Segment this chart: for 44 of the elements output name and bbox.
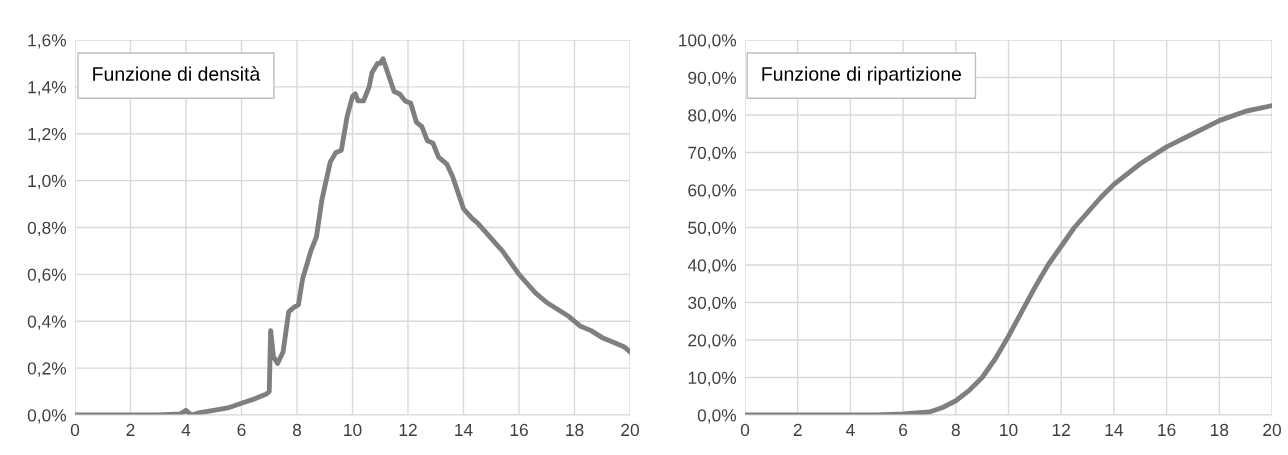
- x-tick-label: 10: [1000, 423, 1018, 437]
- x-tick-label: 16: [1158, 423, 1176, 437]
- x-tick-label: 4: [845, 423, 855, 436]
- x-tick-label: 2: [126, 423, 135, 436]
- x-tick-label: 20: [1263, 423, 1281, 437]
- y-tick-label: 60,0%: [688, 184, 737, 199]
- x-tick-label: 8: [951, 423, 960, 437]
- text: Funzione di ripartizione: [762, 66, 961, 85]
- y-tick-label: 80,0%: [688, 109, 737, 124]
- x-tick-label: 12: [399, 423, 417, 436]
- x-tick-label: 8: [292, 423, 302, 437]
- text: Funzione di densità: [93, 66, 261, 81]
- x-tick-label: 14: [1105, 423, 1124, 436]
- y-tick-label: 0,0%: [697, 409, 737, 424]
- y-tick-label: 70,0%: [688, 146, 737, 162]
- x-tick-label: 16: [510, 423, 528, 437]
- y-tick-label: 0,8%: [27, 221, 67, 237]
- y-tick-label: 0,4%: [27, 315, 67, 330]
- x-tick-label: 6: [899, 423, 908, 437]
- x-tick-label: 6: [237, 423, 246, 437]
- y-tick-label: 10,0%: [688, 371, 737, 387]
- x-tick-label: 12: [1052, 423, 1070, 436]
- x-tick-label: 14: [455, 423, 473, 436]
- x-tick-label: 0: [70, 423, 80, 437]
- y-tick-label: 1,6%: [28, 34, 67, 49]
- y-tick-label: 50,0%: [688, 221, 737, 237]
- y-tick-label: 0,6%: [27, 268, 67, 283]
- y-tick-label: 90,0%: [688, 71, 737, 87]
- x-tick-label: 0: [740, 423, 750, 437]
- x-tick-label: 20: [621, 423, 639, 437]
- y-tick-label: 0,2%: [27, 362, 67, 377]
- y-tick-label: 0,0%: [27, 409, 67, 424]
- y-tick-label: 40,0%: [687, 259, 737, 274]
- x-tick-label: 4: [181, 423, 191, 436]
- y-tick-label: 1,0%: [28, 174, 67, 190]
- y-tick-label: 1,2%: [28, 127, 67, 143]
- y-tick-label: 30,0%: [688, 296, 737, 312]
- x-tick-label: 10: [344, 423, 362, 437]
- y-tick-label: 100,0%: [679, 34, 737, 49]
- x-tick-label: 18: [566, 423, 584, 437]
- y-tick-label: 1,4%: [28, 81, 67, 96]
- x-tick-label: 2: [793, 423, 802, 436]
- x-tick-label: 18: [1210, 423, 1229, 437]
- y-tick-label: 20,0%: [688, 334, 737, 349]
